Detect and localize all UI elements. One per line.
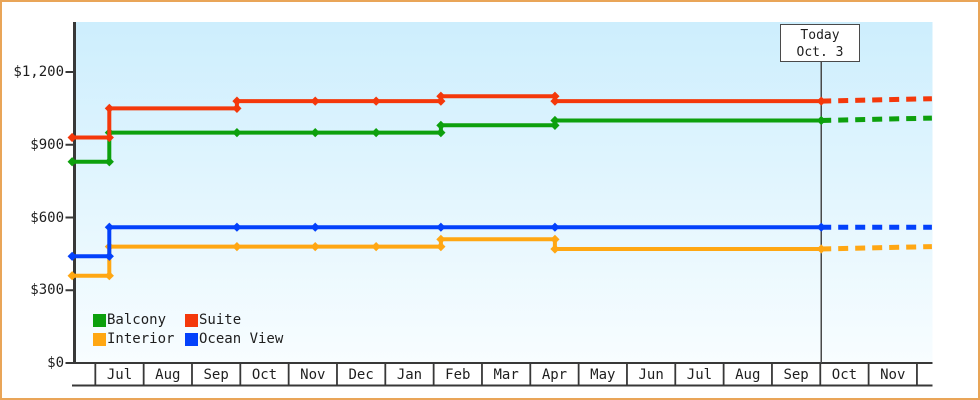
suite-data-point-marker: [816, 96, 826, 106]
suite-data-point-marker: [104, 103, 114, 113]
balcony-data-point-marker: [550, 115, 560, 126]
ocean-view-data-point-marker: [436, 222, 446, 232]
month-label: Nov: [880, 367, 906, 383]
ocean-view-swatch-icon: [185, 333, 198, 346]
interior-data-point-marker: [232, 242, 242, 252]
y-tick-label: $1,200: [13, 64, 64, 80]
plot-background: [76, 22, 933, 363]
suite-data-point-marker: [104, 132, 114, 143]
month-label: Aug: [155, 367, 181, 383]
suite-data-point-marker: [371, 96, 381, 106]
y-tick-label: $0: [47, 355, 64, 371]
suite-data-point-marker: [436, 96, 446, 106]
month-label: Jun: [638, 367, 664, 383]
legend-item-interior: Interior: [93, 332, 185, 347]
month-label: Jul: [106, 367, 133, 383]
legend-label-interior: Interior: [107, 331, 175, 347]
month-label: Jul: [686, 367, 713, 383]
interior-data-point-marker: [310, 242, 320, 252]
suite-data-point-marker: [232, 96, 242, 106]
ocean-view-data-point-marker: [104, 222, 114, 232]
y-tick-label: $600: [30, 209, 64, 226]
legend-label-balcony: Balcony: [107, 312, 167, 328]
interior-swatch-icon: [93, 333, 106, 346]
month-label: Dec: [348, 367, 374, 383]
suite-data-point-marker: [310, 96, 320, 106]
ocean-view-data-point-marker: [310, 222, 320, 232]
balcony-data-point-marker: [436, 128, 446, 138]
ocean-view-line: [72, 225, 822, 259]
ocean-view-data-point-marker: [232, 222, 242, 232]
month-label: Oct: [831, 367, 858, 383]
month-label: Jan: [396, 367, 423, 383]
ocean-view-data-point-marker: [67, 251, 77, 261]
balcony-data-point-marker: [232, 128, 242, 138]
balcony-data-point-marker: [436, 120, 446, 130]
interior-data-point-marker: [436, 242, 446, 252]
interior-data-point-marker: [104, 271, 114, 281]
legend-item-suite: Suite: [185, 313, 283, 328]
suite-forecast-line: [821, 96, 932, 104]
interior-data-point-marker: [67, 271, 77, 281]
interior-data-point-marker: [816, 244, 826, 254]
balcony-data-point-marker: [371, 128, 381, 138]
y-tick-label: $900: [30, 136, 64, 153]
legend-item-ocean-view: Ocean View: [185, 332, 283, 347]
legend-label-ocean-view: Ocean View: [199, 331, 284, 347]
interior-forecast-line: [821, 244, 932, 252]
balcony-data-point-marker: [816, 115, 826, 126]
interior-data-point-marker: [371, 242, 381, 252]
interior-data-point-marker: [550, 234, 560, 244]
ocean-view-data-point-marker: [550, 222, 560, 232]
suite-swatch-icon: [185, 314, 198, 327]
month-label: Sep: [203, 367, 229, 383]
legend: Balcony Suite Interior Ocean View: [93, 313, 283, 347]
today-box: Today Oct. 3: [780, 24, 860, 62]
today-label: Today: [800, 28, 840, 43]
balcony-data-point-marker: [67, 157, 77, 167]
interior-data-point-marker: [436, 234, 446, 244]
today-date: Oct. 3: [796, 45, 844, 60]
balcony-data-point-marker: [550, 120, 560, 130]
balcony-data-point-marker: [104, 157, 114, 167]
y-tick-label: $300: [30, 282, 64, 299]
month-label: Nov: [300, 367, 326, 383]
legend-item-balcony: Balcony: [93, 313, 185, 328]
legend-label-suite: Suite: [199, 312, 242, 328]
suite-data-point-marker: [550, 91, 560, 101]
suite-data-point-marker: [67, 132, 77, 143]
month-label: Sep: [783, 367, 809, 383]
month-label: May: [590, 367, 616, 383]
month-label: Apr: [541, 367, 568, 383]
suite-data-point-marker: [550, 96, 560, 106]
month-label: Feb: [445, 367, 471, 383]
month-label: Mar: [493, 367, 519, 383]
ocean-view-data-point-marker: [104, 251, 114, 261]
month-label: Oct: [251, 367, 278, 383]
balcony-forecast-line: [821, 115, 932, 123]
suite-data-point-marker: [232, 103, 242, 113]
balcony-swatch-icon: [93, 314, 106, 327]
interior-data-point-marker: [550, 244, 560, 254]
suite-data-point-marker: [436, 91, 446, 101]
balcony-data-point-marker: [310, 128, 320, 138]
ocean-view-data-point-marker: [816, 222, 826, 232]
month-label: Aug: [735, 367, 761, 383]
